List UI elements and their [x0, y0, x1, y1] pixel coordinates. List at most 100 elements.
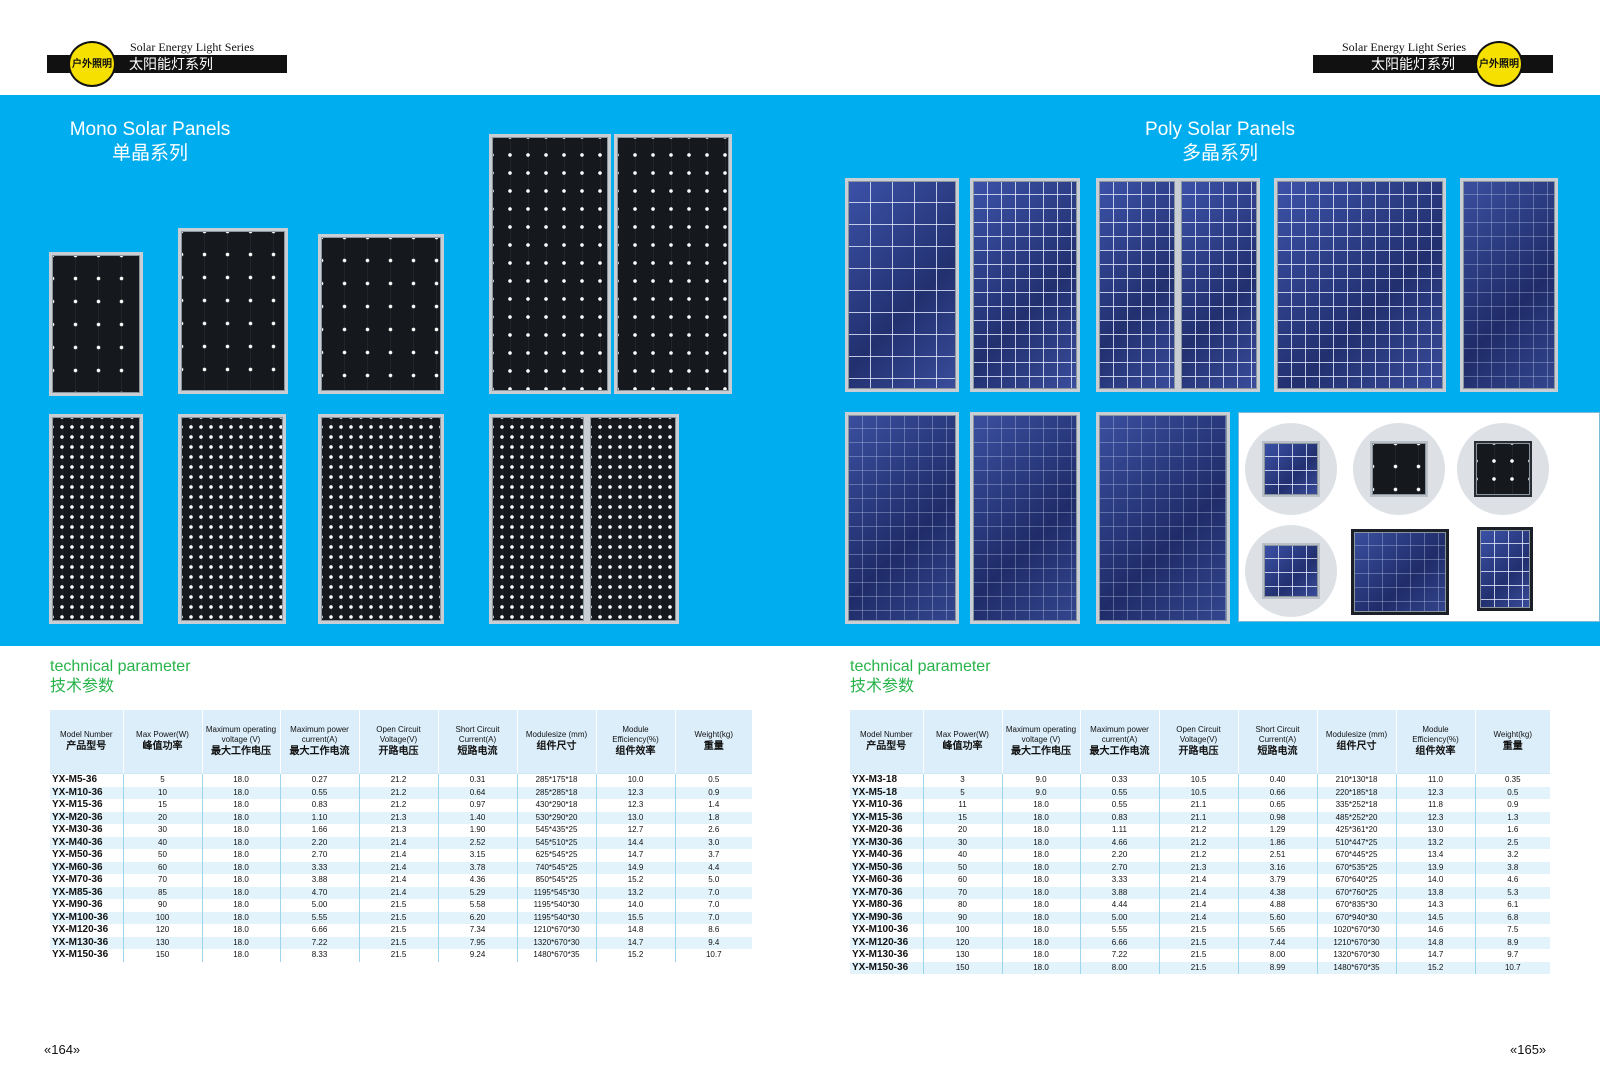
table-cell: 3.2 — [1475, 849, 1550, 862]
tech-title-en: technical parameter — [50, 658, 191, 675]
column-header: Open Circuit Voltage(V) 开路电压 — [1159, 710, 1239, 774]
table-cell: 2.5 — [1475, 836, 1550, 849]
column-header-zh: 组件尺寸 — [536, 741, 577, 752]
table-cell: 150 — [123, 949, 203, 962]
table-cell: 0.55 — [280, 786, 360, 799]
poly-panel-image — [845, 178, 959, 392]
table-cell: 10.7 — [1475, 961, 1550, 974]
column-header: Modulesize (mm) 组件尺寸 — [517, 710, 597, 774]
table-cell: 80 — [923, 899, 1003, 912]
table-header-row: Model Number 产品型号 Max Power(W) 峰值功率 Maximum … — [50, 710, 752, 774]
table-cell: 0.35 — [1475, 773, 1550, 787]
table-cell: 30 — [123, 824, 203, 837]
mono-panel-image — [318, 414, 444, 624]
table-row: YX-M60-36 60 18.0 3.33 21.4 3.79 670*640*25 14.… — [850, 874, 1550, 887]
column-header-zh: 开路电压 — [378, 746, 419, 757]
table-cell: 1.66 — [280, 824, 360, 837]
table-cell: 50 — [123, 849, 203, 862]
table-cell: 545*510*25 — [517, 836, 597, 849]
table-cell: 4.36 — [438, 874, 518, 887]
table-cell: 10 — [123, 786, 203, 799]
table-row: YX-M5-36 5 18.0 0.27 21.2 0.31 285*175*18 10.0 0… — [50, 773, 752, 787]
column-header: Modulesize (mm) 组件尺寸 — [1317, 710, 1397, 774]
table-cell: 0.5 — [675, 773, 752, 787]
column-header-en: Maximum power current(A) — [1090, 725, 1149, 744]
table-cell: 7.0 — [675, 899, 752, 912]
small-panel-photo — [1245, 525, 1337, 617]
table-cell: 18.0 — [202, 861, 281, 874]
table-cell: 0.5 — [1475, 786, 1550, 799]
column-header-en: Maximum power current(A) — [290, 725, 349, 744]
table-cell: 14.5 — [1396, 911, 1476, 924]
table-cell: 8.00 — [1080, 961, 1160, 974]
column-header: Model Number 产品型号 — [850, 710, 924, 774]
series-title-en-left: Solar Energy Light Series — [130, 40, 255, 54]
mono-panel-image — [489, 134, 611, 394]
table-cell: 0.55 — [1080, 799, 1160, 812]
table-cell: 18.0 — [1002, 811, 1081, 824]
table-cell: 21.1 — [1159, 811, 1239, 824]
table-cell: 12.3 — [596, 799, 676, 812]
column-header-zh: 短路电流 — [1257, 746, 1298, 757]
table-cell: 3.33 — [280, 861, 360, 874]
table-cell: 18.0 — [1002, 824, 1081, 837]
table-cell: 120 — [923, 936, 1003, 949]
table-cell: 21.4 — [359, 836, 439, 849]
column-header: Short Circuit Current(A) 短路电流 — [438, 710, 518, 774]
table-cell: 18.0 — [1002, 836, 1081, 849]
table-cell: 100 — [923, 924, 1003, 937]
model-number-cell: YX-M100-36 — [50, 911, 124, 924]
table-cell: 850*545*25 — [517, 874, 597, 887]
table-cell: 90 — [123, 899, 203, 912]
table-cell: 3.15 — [438, 849, 518, 862]
table-row: YX-M50-36 50 18.0 2.70 21.4 3.15 625*545*25 14.… — [50, 849, 752, 862]
table-row: YX-M70-36 70 18.0 3.88 21.4 4.38 670*760*25 13.… — [850, 886, 1550, 899]
table-cell: 220*185*18 — [1317, 786, 1397, 799]
model-number-cell: YX-M60-36 — [50, 861, 124, 874]
model-number-cell: YX-M150-36 — [850, 961, 924, 974]
column-header-zh: 产品型号 — [66, 741, 107, 752]
table-cell: 5.3 — [1475, 886, 1550, 899]
model-number-cell: YX-M3-18 — [850, 773, 924, 787]
table-row: YX-M30-36 30 18.0 1.66 21.3 1.90 545*435*25 12.… — [50, 824, 752, 837]
poly-section-title: Poly Solar Panels 多晶系列 — [1110, 118, 1330, 166]
table-cell: 670*535*25 — [1317, 861, 1397, 874]
table-cell: 7.5 — [1475, 924, 1550, 937]
small-panel-image — [1477, 527, 1533, 611]
table-row: YX-M5-18 5 9.0 0.55 10.5 0.66 220*185*18 12.3 0.… — [850, 786, 1550, 799]
column-header: Module Efficiency(%) 组件效率 — [1396, 710, 1476, 774]
mono-panel-image — [49, 252, 143, 396]
table-cell: 8.99 — [1238, 961, 1318, 974]
table-cell: 14.7 — [596, 936, 676, 949]
poly-spec-table: Model Number 产品型号 Max Power(W) 峰值功率 Maximum … — [850, 710, 1550, 974]
column-header-en: Maximum operating voltage (V) — [1005, 725, 1077, 744]
table-row: YX-M60-36 60 18.0 3.33 21.4 3.78 740*545*25 14.… — [50, 861, 752, 874]
mono-panel-image — [614, 134, 732, 394]
table-cell: 625*545*25 — [517, 849, 597, 862]
table-cell: 6.20 — [438, 911, 518, 924]
table-cell: 670*940*30 — [1317, 911, 1397, 924]
table-cell: 1.10 — [280, 811, 360, 824]
table-row: YX-M120-36 120 18.0 6.66 21.5 7.44 1210*670*30… — [850, 936, 1550, 949]
table-cell: 3 — [923, 773, 1003, 787]
outdoor-lighting-logo-right: 户外 照明 — [1475, 41, 1523, 87]
table-cell: 670*445*25 — [1317, 849, 1397, 862]
table-cell: 21.3 — [359, 811, 439, 824]
table-cell: 3.88 — [280, 874, 360, 887]
table-row: YX-M150-36 150 18.0 8.33 21.5 9.24 1480*670*35… — [50, 949, 752, 962]
mono-panel-image — [178, 414, 286, 624]
table-cell: 0.40 — [1238, 773, 1318, 787]
table-cell: 1480*670*35 — [1317, 961, 1397, 974]
table-cell: 7.44 — [1238, 936, 1318, 949]
table-row: YX-M20-36 20 18.0 1.10 21.3 1.40 530*290*20 13.… — [50, 811, 752, 824]
table-row: YX-M130-36 130 18.0 7.22 21.5 8.00 1320*670*30… — [850, 949, 1550, 962]
table-cell: 14.7 — [596, 849, 676, 862]
table-cell: 11.8 — [1396, 799, 1476, 812]
table-cell: 14.6 — [1396, 924, 1476, 937]
table-cell: 18.0 — [1002, 874, 1081, 887]
table-cell: 1320*670*30 — [517, 936, 597, 949]
table-row: YX-M80-36 80 18.0 4.44 21.4 4.88 670*835*30 14.… — [850, 899, 1550, 912]
small-panel-photo — [1457, 423, 1549, 515]
model-number-cell: YX-M90-36 — [850, 911, 924, 924]
table-cell: 1.29 — [1238, 824, 1318, 837]
